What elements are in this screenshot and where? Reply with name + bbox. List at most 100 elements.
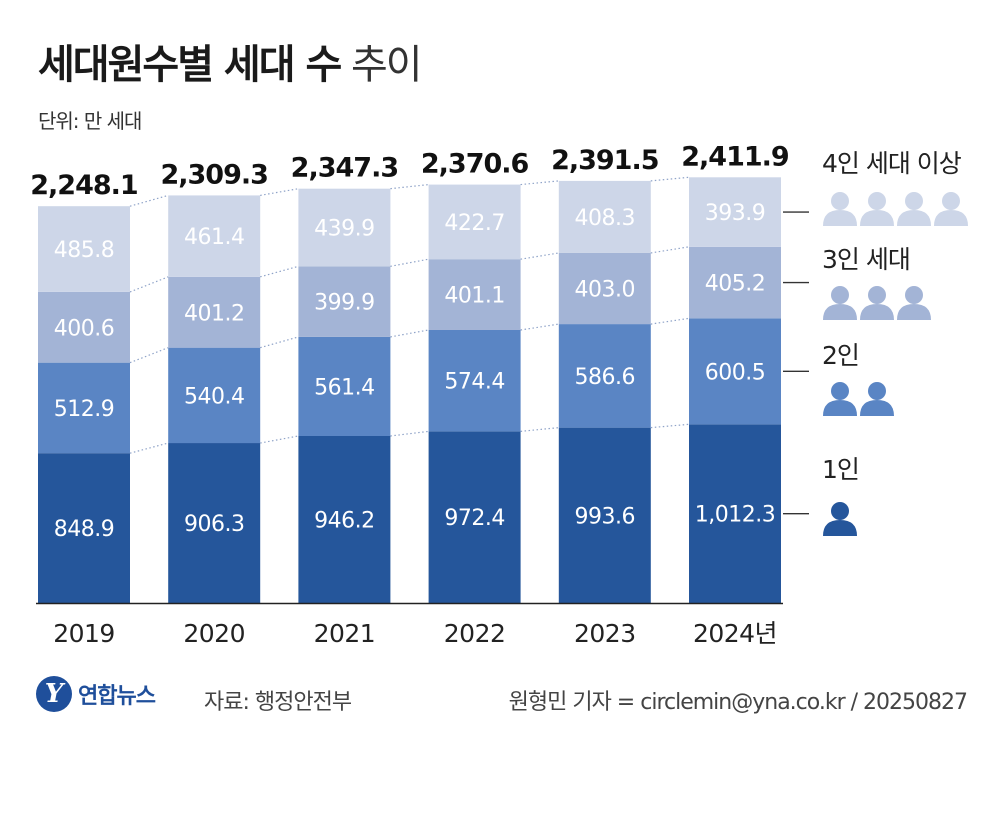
total-label-3: 2,370.6 <box>421 149 529 180</box>
source-text: 자료: 행정안전부 <box>204 690 352 715</box>
person-icon-head-three-2 <box>905 286 923 304</box>
connector-three-4 <box>650 246 690 254</box>
data-label-one-4: 993.6 <box>575 504 635 529</box>
yonhap-logo: Y 연합뉴스 <box>36 676 156 712</box>
person-icon-body-four-0 <box>823 210 857 226</box>
connector-one-4 <box>650 423 690 429</box>
bar-segment-four-0 <box>38 206 130 292</box>
person-icon-head-three-0 <box>831 286 849 304</box>
data-label-two-1: 540.4 <box>184 384 244 409</box>
bar-segment-two-5 <box>689 318 781 425</box>
bar-segment-four-5 <box>689 177 781 247</box>
person-icon-head-three-1 <box>868 286 886 304</box>
data-label-one-0: 848.9 <box>54 517 114 542</box>
bar-segment-four-3 <box>428 184 521 260</box>
total-label-5: 2,411.9 <box>681 141 789 172</box>
data-label-one-2: 946.2 <box>314 508 374 533</box>
bar-segment-one-1 <box>168 443 261 603</box>
bar-segment-one-4 <box>558 427 651 603</box>
x-tick-label-2: 2021 <box>314 619 376 648</box>
person-icon-body-one-0 <box>823 520 857 536</box>
data-label-four-4: 408.3 <box>575 206 635 231</box>
bar-segment-three-5 <box>689 246 781 319</box>
x-tick-label-5: 2024년 <box>693 619 777 648</box>
connector-three-1 <box>260 265 299 278</box>
legend-label-three: 3인 세대 <box>822 245 910 274</box>
bar-segment-one-5 <box>689 424 781 603</box>
person-icon-head-one-0 <box>831 502 849 520</box>
connector-four-2 <box>390 183 429 190</box>
person-icon-head-four-0 <box>831 192 849 210</box>
data-label-two-0: 512.9 <box>54 397 114 422</box>
person-icon-body-three-1 <box>860 304 894 320</box>
connector-three-0 <box>129 276 169 293</box>
connector-two-2 <box>390 329 429 338</box>
connector-three-3 <box>520 252 559 260</box>
bar-segment-four-2 <box>298 188 391 267</box>
unit-label: 단위: 만 세대 <box>38 109 142 133</box>
data-label-two-2: 561.4 <box>314 375 374 400</box>
data-label-two-4: 586.6 <box>575 365 635 390</box>
x-tick-label-4: 2023 <box>574 619 636 648</box>
bar-segment-three-4 <box>558 252 651 325</box>
connector-four-3 <box>520 180 559 186</box>
x-tick-label-1: 2020 <box>183 619 245 648</box>
legend-label-one: 1인 <box>822 455 859 484</box>
total-label-1: 2,309.3 <box>160 159 267 190</box>
connector-four-4 <box>650 176 690 182</box>
connector-three-2 <box>390 258 429 267</box>
data-label-four-2: 439.9 <box>314 217 374 242</box>
connector-one-1 <box>260 435 299 444</box>
person-icon-body-four-1 <box>860 210 894 226</box>
title-sub: 추이 <box>350 42 423 88</box>
bar-segment-four-4 <box>558 180 651 253</box>
person-icon-body-three-2 <box>897 304 931 320</box>
legend-label-two: 2인 <box>822 341 859 370</box>
connector-one-2 <box>390 430 429 437</box>
bar-segment-three-0 <box>38 291 130 363</box>
x-tick-label-0: 2019 <box>53 619 115 648</box>
total-label-4: 2,391.5 <box>551 145 658 176</box>
connector-two-1 <box>260 336 299 349</box>
data-label-three-4: 403.0 <box>575 278 635 303</box>
data-label-three-5: 405.2 <box>705 272 765 297</box>
person-icon-head-four-1 <box>868 192 886 210</box>
data-label-four-5: 393.9 <box>705 201 765 226</box>
bar-segment-one-2 <box>298 435 391 603</box>
total-label-2: 2,347.3 <box>291 153 398 184</box>
connector-one-3 <box>520 427 559 432</box>
credit-text: 원형민 기자 = circlemin@yna.co.kr / 20250827 <box>508 690 968 715</box>
person-icon-body-four-2 <box>897 210 931 226</box>
person-icon-body-three-0 <box>823 304 857 320</box>
data-label-three-2: 399.9 <box>314 291 374 316</box>
bar-segment-one-0 <box>38 453 130 603</box>
data-label-three-0: 400.6 <box>54 316 114 341</box>
bar-segment-two-2 <box>298 336 391 436</box>
person-icon-head-four-3 <box>942 192 960 210</box>
bar-segment-three-1 <box>168 276 261 348</box>
bar-segment-two-4 <box>558 324 651 428</box>
person-icon-head-two-0 <box>831 382 849 400</box>
connector-two-3 <box>520 323 559 331</box>
connector-two-0 <box>129 347 169 364</box>
data-label-two-3: 574.4 <box>444 370 504 395</box>
data-label-three-3: 401.1 <box>444 284 504 309</box>
bar-segment-three-3 <box>428 259 521 330</box>
bar-segment-two-3 <box>428 329 521 432</box>
data-label-two-5: 600.5 <box>705 360 765 385</box>
legend-label-four: 4인 세대 이상 <box>822 149 962 178</box>
bar-segment-two-0 <box>38 362 130 454</box>
data-label-four-3: 422.7 <box>444 211 504 236</box>
bar-segment-two-1 <box>168 347 261 444</box>
person-icon-body-two-0 <box>823 400 857 416</box>
connector-four-1 <box>260 188 299 196</box>
bar-segment-one-3 <box>428 431 521 603</box>
data-label-three-1: 401.2 <box>184 301 244 326</box>
bar-segment-three-2 <box>298 266 391 337</box>
person-icon-head-four-2 <box>905 192 923 210</box>
bar-segment-four-1 <box>168 195 261 277</box>
data-label-one-1: 906.3 <box>184 512 244 537</box>
connector-four-0 <box>129 194 169 207</box>
